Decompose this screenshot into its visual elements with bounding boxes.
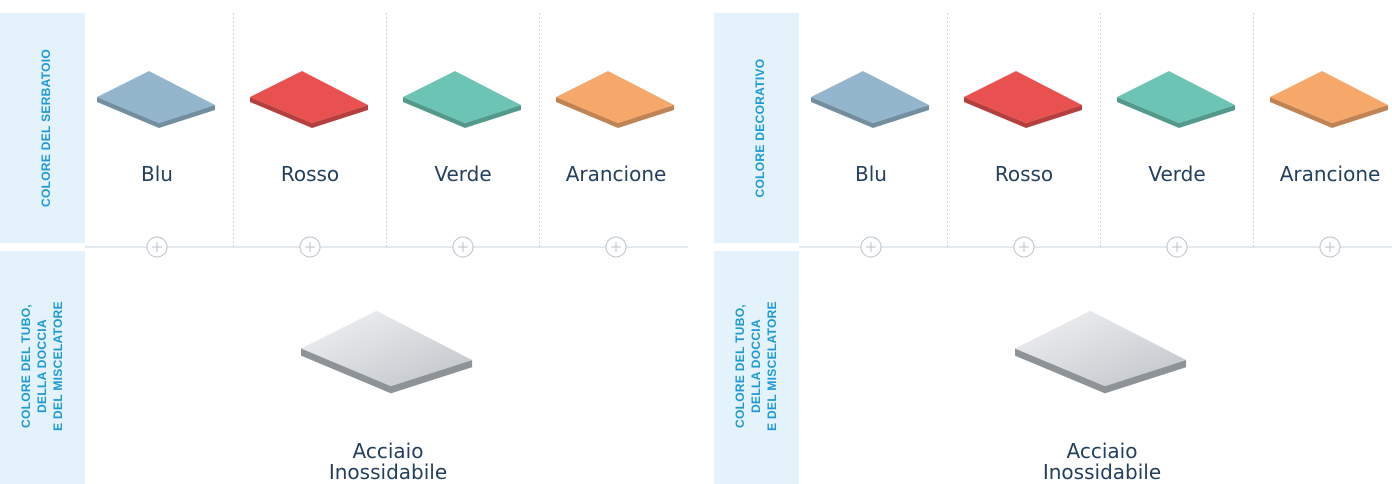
add-button[interactable]	[146, 236, 168, 258]
row-label-line: E DEL MISCELATORE	[765, 301, 779, 431]
swatch-top	[1270, 71, 1388, 123]
swatch-top	[1117, 71, 1235, 123]
option-label: Rosso	[281, 162, 339, 186]
swatch-side	[301, 348, 473, 394]
option-label: Inossidabile	[1043, 460, 1161, 484]
swatch-side	[1015, 348, 1187, 394]
swatch-side	[1270, 97, 1388, 128]
add-icon	[866, 242, 876, 252]
option-label: Verde	[1148, 162, 1205, 186]
add-icon	[152, 242, 162, 252]
add-icon	[305, 242, 315, 252]
swatch-top	[301, 310, 473, 387]
swatch-top	[403, 71, 521, 123]
option-label: Blu	[855, 162, 887, 186]
swatch-side	[1117, 97, 1235, 128]
option-label: Blu	[141, 162, 173, 186]
option-label: Verde	[434, 162, 491, 186]
swatch-side	[811, 97, 929, 128]
row-label-line: COLORE DEL TUBO,	[19, 304, 33, 428]
swatch-side	[97, 97, 215, 128]
option-label: Rosso	[995, 162, 1053, 186]
option-label: Arancione	[1280, 162, 1381, 186]
swatch-top	[811, 71, 929, 123]
option-label: Arancione	[566, 162, 667, 186]
add-icon	[1325, 242, 1335, 252]
add-button[interactable]	[452, 236, 474, 258]
swatch-side	[250, 97, 368, 128]
swatch-top	[1015, 310, 1187, 387]
add-button[interactable]	[1319, 236, 1341, 258]
label-box	[0, 251, 85, 484]
swatch-top	[250, 71, 368, 123]
label-box	[714, 13, 799, 243]
swatch-top	[964, 71, 1082, 123]
label-box	[714, 251, 799, 484]
add-icon	[1019, 242, 1029, 252]
option-label: Acciaio	[353, 439, 424, 463]
add-icon	[458, 242, 468, 252]
label-box	[0, 13, 85, 243]
row-label: COLORE DECORATIVO	[753, 59, 767, 198]
row-label-line: DELLA DOCCIA	[35, 319, 49, 413]
row-label: COLORE DEL SERBATOIO	[39, 49, 53, 207]
row-label-line: E DEL MISCELATORE	[51, 301, 65, 431]
swatch-side	[556, 97, 674, 128]
add-button[interactable]	[1013, 236, 1035, 258]
swatch-side	[964, 97, 1082, 128]
swatch-top	[97, 71, 215, 123]
row-label-line: DELLA DOCCIA	[749, 319, 763, 413]
option-label: Acciaio	[1067, 439, 1138, 463]
add-button[interactable]	[299, 236, 321, 258]
add-icon	[1172, 242, 1182, 252]
add-button[interactable]	[605, 236, 627, 258]
panel: COLORE DEL SERBATOIO COLORE DEL TUBO, DELL…	[0, 11, 688, 484]
add-button[interactable]	[1166, 236, 1188, 258]
swatch-side	[403, 97, 521, 128]
swatch-top	[556, 71, 674, 123]
add-button[interactable]	[860, 236, 882, 258]
panel: COLORE DECORATIVO COLORE DEL TUBO, DELLA D…	[714, 11, 1392, 484]
row-label-line: COLORE DEL TUBO,	[733, 304, 747, 428]
add-icon	[611, 242, 621, 252]
option-label: Inossidabile	[329, 460, 447, 484]
